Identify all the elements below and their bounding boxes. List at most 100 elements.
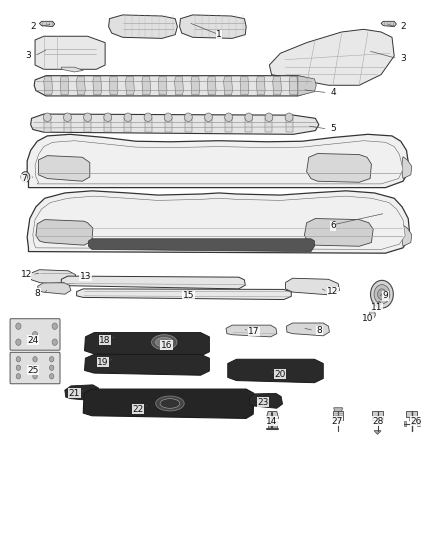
Text: 12: 12 xyxy=(21,270,32,279)
Circle shape xyxy=(16,374,21,379)
Polygon shape xyxy=(298,76,316,96)
Circle shape xyxy=(16,323,21,329)
Polygon shape xyxy=(374,431,381,434)
Text: 2: 2 xyxy=(30,22,35,31)
Circle shape xyxy=(374,285,390,304)
Polygon shape xyxy=(269,29,394,85)
Polygon shape xyxy=(307,154,371,182)
Ellipse shape xyxy=(184,113,192,122)
Circle shape xyxy=(378,302,381,306)
Circle shape xyxy=(49,374,54,379)
Ellipse shape xyxy=(152,335,177,350)
Ellipse shape xyxy=(164,113,172,122)
Polygon shape xyxy=(104,118,111,132)
Text: 27: 27 xyxy=(332,417,343,425)
Polygon shape xyxy=(265,118,272,132)
Polygon shape xyxy=(39,156,90,181)
Text: 28: 28 xyxy=(372,417,383,425)
Polygon shape xyxy=(124,118,131,132)
Polygon shape xyxy=(109,15,177,38)
Polygon shape xyxy=(333,411,343,420)
Circle shape xyxy=(52,339,57,345)
Polygon shape xyxy=(44,118,51,132)
Text: 1: 1 xyxy=(216,30,222,39)
Text: 15: 15 xyxy=(183,292,194,300)
Polygon shape xyxy=(93,77,102,95)
Polygon shape xyxy=(226,325,277,337)
Circle shape xyxy=(16,365,21,370)
Polygon shape xyxy=(268,421,277,429)
Text: 4: 4 xyxy=(330,88,336,97)
Polygon shape xyxy=(35,141,403,184)
Polygon shape xyxy=(33,196,405,249)
Text: 16: 16 xyxy=(161,341,172,350)
Text: 25: 25 xyxy=(27,366,39,375)
Text: 19: 19 xyxy=(97,358,109,367)
Text: 10: 10 xyxy=(362,314,374,323)
Polygon shape xyxy=(61,276,245,289)
Polygon shape xyxy=(27,134,410,188)
Text: 5: 5 xyxy=(330,125,336,133)
Circle shape xyxy=(49,357,54,362)
Text: 18: 18 xyxy=(99,336,111,344)
Circle shape xyxy=(16,339,21,345)
Polygon shape xyxy=(36,220,93,245)
Polygon shape xyxy=(85,354,209,375)
Text: 17: 17 xyxy=(248,327,260,336)
Polygon shape xyxy=(39,21,55,27)
Ellipse shape xyxy=(245,113,253,122)
Text: 8: 8 xyxy=(317,326,323,335)
Ellipse shape xyxy=(155,337,173,347)
Polygon shape xyxy=(83,389,254,418)
Polygon shape xyxy=(175,77,184,95)
Polygon shape xyxy=(286,278,339,295)
Polygon shape xyxy=(60,77,69,95)
Text: 14: 14 xyxy=(266,417,277,425)
Polygon shape xyxy=(31,114,319,134)
Ellipse shape xyxy=(64,113,71,122)
Polygon shape xyxy=(304,219,373,246)
Text: 6: 6 xyxy=(330,222,336,230)
Circle shape xyxy=(49,365,54,370)
Polygon shape xyxy=(180,15,246,38)
Circle shape xyxy=(21,172,30,182)
Ellipse shape xyxy=(285,113,293,122)
Polygon shape xyxy=(85,333,209,356)
Circle shape xyxy=(369,311,375,318)
Polygon shape xyxy=(145,118,152,132)
Polygon shape xyxy=(245,118,252,132)
Ellipse shape xyxy=(104,113,112,122)
Polygon shape xyxy=(34,76,313,96)
Polygon shape xyxy=(289,77,298,95)
Polygon shape xyxy=(126,77,134,95)
Ellipse shape xyxy=(144,113,152,122)
Polygon shape xyxy=(402,157,412,179)
Circle shape xyxy=(378,289,386,300)
Polygon shape xyxy=(406,411,417,417)
Polygon shape xyxy=(224,77,233,95)
Text: 2: 2 xyxy=(400,22,406,31)
Polygon shape xyxy=(205,118,212,132)
Polygon shape xyxy=(61,67,83,72)
Circle shape xyxy=(52,323,57,329)
Polygon shape xyxy=(109,77,118,95)
Polygon shape xyxy=(38,282,71,294)
Polygon shape xyxy=(240,77,249,95)
Polygon shape xyxy=(207,77,216,95)
Polygon shape xyxy=(381,21,396,27)
Text: 11: 11 xyxy=(371,303,382,312)
Ellipse shape xyxy=(160,399,180,408)
Ellipse shape xyxy=(43,113,51,122)
Polygon shape xyxy=(27,191,410,253)
Polygon shape xyxy=(417,421,420,426)
Polygon shape xyxy=(404,421,406,426)
Ellipse shape xyxy=(124,113,132,122)
Polygon shape xyxy=(64,118,71,132)
Polygon shape xyxy=(88,239,314,252)
Text: 23: 23 xyxy=(257,398,268,407)
Ellipse shape xyxy=(156,396,184,411)
Text: 3: 3 xyxy=(400,54,406,63)
Polygon shape xyxy=(142,77,151,95)
Circle shape xyxy=(23,174,28,180)
Polygon shape xyxy=(334,408,343,411)
